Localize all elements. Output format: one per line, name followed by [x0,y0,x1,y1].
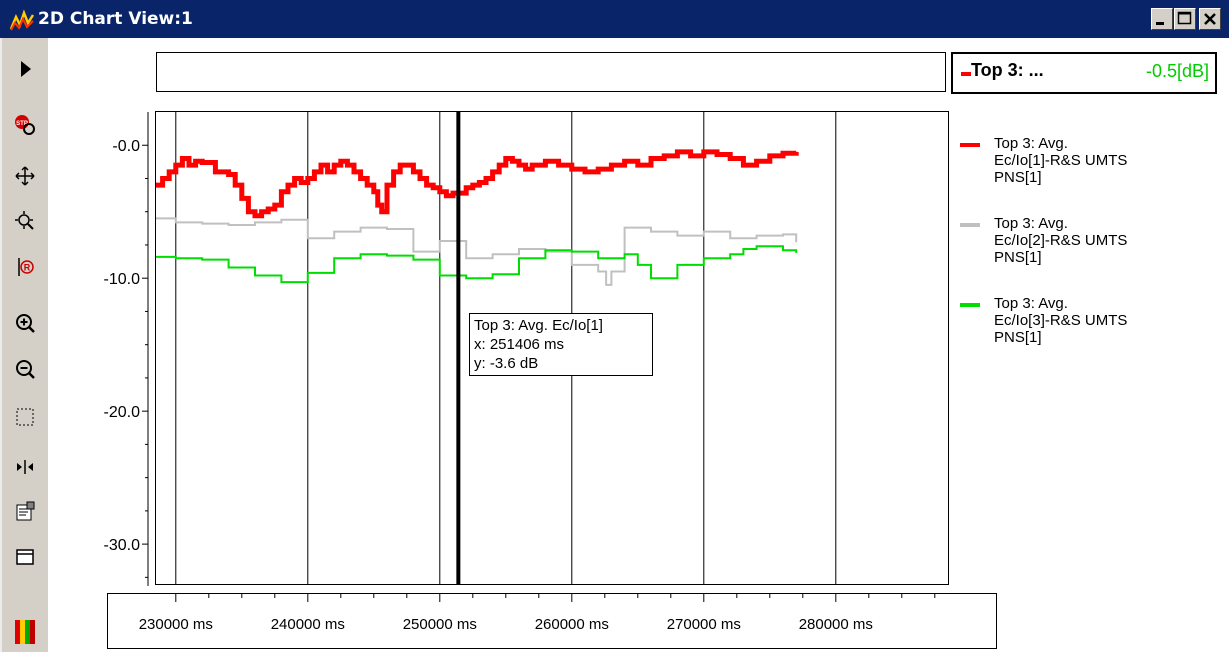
stop-icon: STP [15,115,35,135]
current-value-swatch [961,72,971,76]
chart-app-icon [10,9,35,31]
y-tick-label-1: -10.0 [104,271,141,288]
color-bars-icon [15,620,35,644]
zoom-out-button[interactable] [10,354,40,384]
play-icon [21,61,31,77]
y-tick-label-2: -20.0 [104,404,141,421]
play-button[interactable] [10,54,40,84]
legend-1-line-1: Top 3: Avg. [994,135,1068,152]
minimize-icon [1156,22,1164,25]
current-value-series: Top 3: ... [971,60,1044,80]
marker-button[interactable]: R [10,252,40,282]
maximize-button[interactable] [1174,8,1196,30]
title-bar[interactable]: 2D Chart View:1 [0,0,1229,38]
zoom-in-icon [16,314,35,333]
zoom-fit-icon [15,211,34,230]
align-icon [17,460,33,474]
legend-3-line-2: Ec/Io[3]-R&S UMTS [994,312,1128,329]
legend-swatch-1 [960,143,980,147]
properties-icon [16,501,35,521]
tooltip-series: Top 3: Avg. Ec/Io[1] [474,317,603,334]
cursor-tooltip: Top 3: Avg. Ec/Io[1] x: 251406 ms y: -3.… [469,313,653,376]
legend-swatch-3 [960,303,980,307]
window-icon [16,549,34,565]
window-button[interactable] [10,542,40,572]
legend-3-line-1: Top 3: Avg. [994,295,1068,312]
current-value-box: Top 3: ... -0.5[dB] [951,52,1217,94]
plot-area[interactable] [155,111,949,585]
zoom-out-icon [16,360,35,379]
legend-1-line-3: PNS[1] [994,169,1042,186]
zoom-fit-button[interactable] [10,206,40,236]
align-button[interactable] [10,452,40,482]
legend-label-3: Top 3: Avg. Ec/Io[3]-R&S UMTS PNS[1] [994,295,1127,346]
svg-text:R: R [24,263,31,273]
svg-text:STP: STP [16,121,28,127]
zoom-rect-button[interactable] [10,402,40,432]
y-tick-label-3: -30.0 [104,537,141,554]
maximize-icon [1177,11,1192,25]
properties-button[interactable] [10,496,40,526]
legend-1-line-2: Ec/Io[1]-R&S UMTS [994,152,1128,169]
tooltip-y: y: -3.6 dB [474,355,539,372]
close-icon [1204,13,1216,25]
legend-label-1: Top 3: Avg. Ec/Io[1]-R&S UMTS PNS[1] [994,135,1127,186]
zoom-rect-icon [16,408,34,426]
current-value-reading: -0.5[dB] [1145,61,1209,81]
y-axis: -0.0 -10.0 -20.0 -30.0 [104,112,149,586]
legend-item-1[interactable]: Top 3: Avg. Ec/Io[1]-R&S UMTS PNS[1] [958,135,1218,215]
legend-2-line-3: PNS[1] [994,249,1042,266]
chart-legend: Top 3: Avg. Ec/Io[1]-R&S UMTS PNS[1] Top… [958,135,1218,375]
chart-toolbar: STP R [0,38,48,652]
stop-button[interactable]: STP [10,110,40,140]
legend-label-2: Top 3: Avg. Ec/Io[2]-R&S UMTS PNS[1] [994,215,1127,266]
chart-header-box [156,52,946,92]
tooltip-x: x: 251406 ms [474,336,565,353]
pan-button[interactable] [10,161,40,191]
legend-swatch-2 [960,223,980,227]
close-button[interactable] [1199,8,1221,30]
legend-3-line-3: PNS[1] [994,329,1042,346]
legend-item-2[interactable]: Top 3: Avg. Ec/Io[2]-R&S UMTS PNS[1] [958,215,1218,295]
legend-2-line-2: Ec/Io[2]-R&S UMTS [994,232,1128,249]
pan-icon [15,166,35,186]
window-title: 2D Chart View:1 [38,9,193,29]
minimize-button[interactable] [1151,8,1173,30]
color-bars-button[interactable] [10,616,40,646]
y-tick-label-0: -0.0 [112,138,140,155]
legend-2-line-1: Top 3: Avg. [994,215,1068,232]
marker-r-icon: R [18,258,34,276]
zoom-in-button[interactable] [10,308,40,338]
legend-item-3[interactable]: Top 3: Avg. Ec/Io[3]-R&S UMTS PNS[1] [958,295,1218,375]
x-axis-box [107,593,997,649]
